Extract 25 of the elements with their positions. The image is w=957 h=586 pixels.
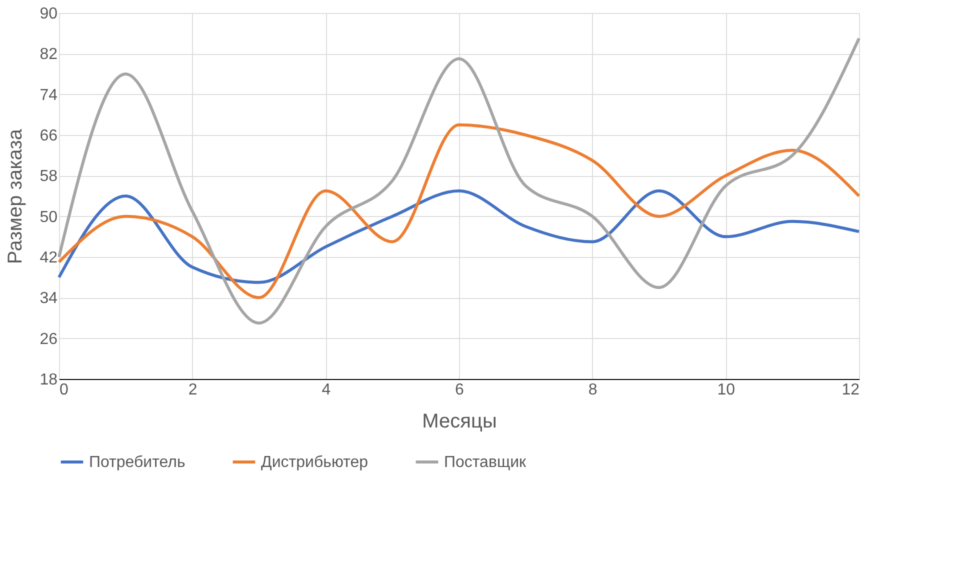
line-series [58, 189, 860, 284]
legend-label: Потребитель [89, 454, 186, 471]
y-tick-label: 18 [40, 372, 58, 388]
y-axis-title: Размер заказа [4, 128, 27, 264]
y-tick-label: 34 [40, 290, 58, 308]
x-tick-label: 2 [188, 382, 198, 398]
y-tick-label: 42 [40, 250, 58, 266]
y-tick-label: 58 [40, 168, 58, 186]
x-tick-label: 12 [842, 382, 860, 398]
line-series [58, 36, 860, 325]
x-tick-label: 10 [717, 382, 736, 398]
legend-label: Поставщик [444, 454, 528, 471]
line-series [58, 123, 860, 300]
y-tick-label: 50 [40, 208, 58, 226]
y-tick-label: 26 [40, 330, 58, 348]
x-tick-label: 4 [322, 382, 331, 398]
x-axis-title: Месяцы [422, 410, 497, 432]
y-tick-label: 90 [40, 6, 58, 22]
x-tick-label: 6 [455, 382, 464, 398]
legend-label: Дистрибьютер [261, 454, 368, 471]
x-tick-label: 8 [588, 382, 598, 398]
y-tick-label: 82 [40, 46, 58, 64]
y-tick-label: 66 [40, 128, 58, 144]
x-tick-label: 0 [60, 382, 68, 398]
y-tick-label: 74 [40, 86, 58, 104]
